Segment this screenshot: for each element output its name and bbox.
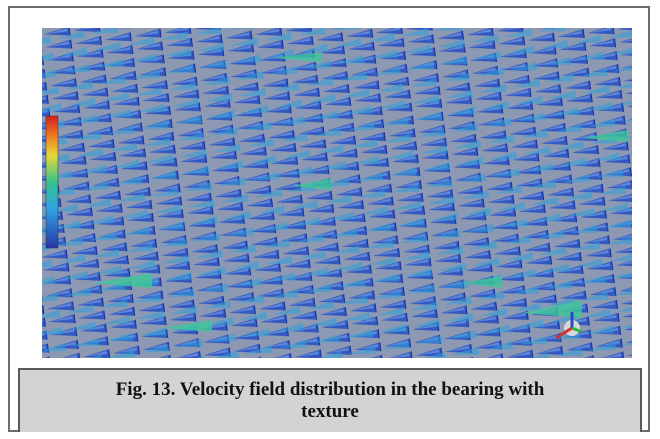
figure-caption: Fig. 13. Velocity field distribution in … — [95, 379, 565, 423]
page: {"figure": {"caption": "Fig. 13. Velocit… — [0, 0, 660, 439]
velocity-field-image — [42, 28, 632, 358]
caption-box: Fig. 13. Velocity field distribution in … — [18, 368, 642, 432]
